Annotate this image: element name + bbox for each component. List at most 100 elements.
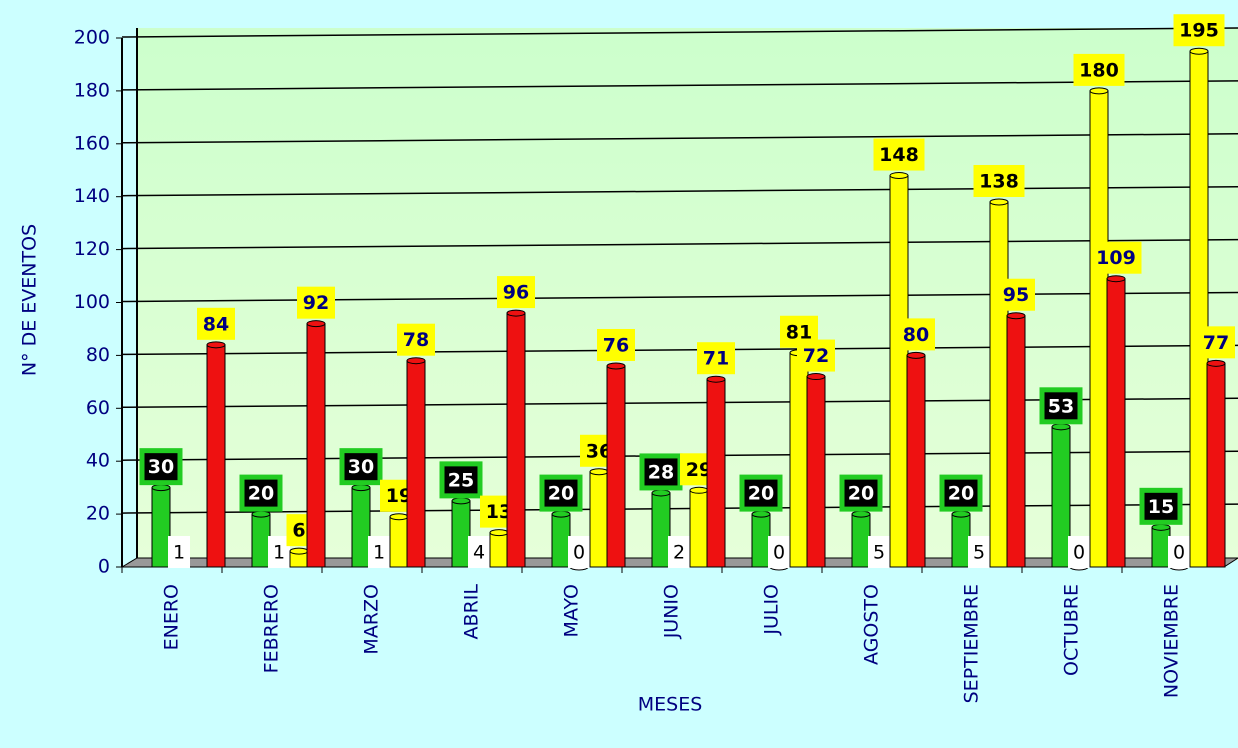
data-label: 1 [373,542,385,564]
grid-line [121,238,1238,250]
bar [906,354,926,568]
y-tick-label: 200 [74,27,110,49]
x-tick-label: ENERO [161,584,183,650]
y-tick-label: 160 [74,132,110,154]
bar-top [389,513,409,521]
grid-line [121,185,1238,197]
data-label: 20 [948,483,974,505]
data-label: 1 [273,542,285,564]
y-tick-label: 20 [86,503,110,525]
data-label-box [297,286,335,319]
data-label: 25 [448,469,474,491]
bar-top [951,510,971,518]
bar-top [1006,312,1026,320]
data-label: 6 [292,520,305,542]
bar [889,175,909,568]
data-label: 15 [1148,496,1174,518]
x-tick-label: NOVIEMBRE [1161,584,1183,698]
data-label: 30 [148,456,174,478]
data-label-box [568,536,590,568]
data-label-box [1073,53,1125,86]
x-tick-label: MARZO [361,584,383,655]
bar [1051,426,1071,568]
data-label-box [1039,387,1083,425]
bar-top [706,375,726,383]
y-tick-label: 140 [74,185,110,207]
bar-top [151,484,171,492]
y-tick-label: 40 [86,450,110,472]
bar [1206,362,1226,568]
x-tick-label: FEBRERO [261,584,283,673]
data-label-box [197,307,235,340]
data-label: 195 [1179,20,1219,42]
data-label-box [697,342,735,375]
bar-top [206,341,226,349]
bar-top [989,198,1009,206]
data-label-box [973,164,1025,197]
data-label-box [897,318,935,351]
bar-top [306,320,326,328]
x-tick-label: JULIO [761,584,783,636]
data-label-box [539,474,583,512]
bar-top [851,510,871,518]
bar [951,513,971,568]
y-axis-title: N° DE EVENTOS [19,224,41,376]
data-label: 20 [848,483,874,505]
bar-top [1089,87,1109,95]
data-label: 0 [1073,542,1085,564]
data-label-box [739,474,783,512]
data-label-box [839,474,883,512]
bar [1151,526,1171,568]
bar-top [1206,359,1226,367]
data-label-box [868,536,890,568]
bar-top [806,373,826,381]
data-label: 84 [203,313,229,335]
data-label-box [1197,326,1235,359]
data-label-box [873,138,925,171]
data-label: 148 [879,144,919,166]
data-label: 95 [1003,284,1029,306]
bar-top [506,309,526,317]
data-label-box [139,448,183,486]
bar [1106,278,1126,568]
data-label: 28 [648,461,674,483]
data-label: 0 [773,542,785,564]
data-label: 20 [248,483,274,505]
data-label: 53 [1048,395,1074,417]
data-label: 180 [1079,59,1119,81]
data-label: 19 [386,485,412,507]
data-label-box [597,328,635,361]
data-label: 77 [1203,332,1229,354]
bar-top [889,172,909,180]
bar [1189,50,1209,568]
data-label-box [1173,14,1225,47]
x-tick-label: AGOSTO [861,584,883,665]
data-label-box [768,536,790,568]
bar [451,500,471,568]
bar-top [406,357,426,365]
data-label-box [668,536,690,568]
x-tick-label: SEPTIEMBRE [961,584,983,703]
data-label: 81 [786,321,812,343]
data-label-box [968,536,990,568]
bar-top [651,489,671,497]
data-label-box [1168,536,1190,568]
data-label-box [397,323,435,356]
data-label-box [1068,536,1090,568]
bar [1089,90,1109,568]
bar-top [606,362,626,370]
bar-top [251,510,271,518]
bar-top [1189,47,1209,55]
bar [606,365,626,568]
bar [651,492,671,568]
data-label: 13 [486,501,512,523]
bar-top [1151,523,1171,531]
data-label: 80 [903,324,929,346]
data-label-box [268,536,290,568]
grid-line [121,133,1238,144]
y-tick-label: 80 [86,344,110,366]
bar [789,352,809,568]
data-label: 4 [473,542,485,564]
bar [206,344,226,568]
